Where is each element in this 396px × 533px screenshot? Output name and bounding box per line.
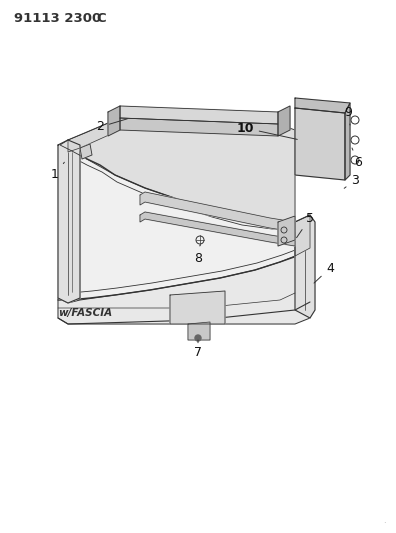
Text: 5: 5 bbox=[297, 212, 314, 238]
Text: 3: 3 bbox=[344, 174, 359, 188]
Polygon shape bbox=[295, 215, 315, 318]
Text: 1: 1 bbox=[51, 162, 65, 182]
Text: .: . bbox=[383, 516, 386, 525]
Polygon shape bbox=[295, 108, 345, 180]
Text: w/FASCIA: w/FASCIA bbox=[58, 308, 112, 318]
Polygon shape bbox=[60, 118, 295, 222]
Text: 2: 2 bbox=[96, 119, 128, 133]
Text: 7: 7 bbox=[194, 340, 202, 359]
Text: 8: 8 bbox=[194, 245, 202, 264]
Polygon shape bbox=[140, 192, 295, 232]
Polygon shape bbox=[278, 216, 295, 246]
Polygon shape bbox=[345, 103, 350, 180]
Polygon shape bbox=[278, 106, 290, 136]
Circle shape bbox=[195, 335, 201, 341]
Polygon shape bbox=[120, 106, 278, 124]
Text: 10: 10 bbox=[236, 122, 297, 140]
Polygon shape bbox=[170, 291, 225, 324]
Polygon shape bbox=[140, 212, 295, 246]
Polygon shape bbox=[295, 215, 310, 256]
Polygon shape bbox=[295, 98, 350, 113]
Polygon shape bbox=[58, 140, 80, 303]
Polygon shape bbox=[58, 248, 310, 324]
Polygon shape bbox=[58, 145, 297, 300]
Text: 6: 6 bbox=[352, 148, 362, 168]
Polygon shape bbox=[120, 118, 278, 136]
Text: 9: 9 bbox=[344, 106, 352, 125]
Text: 91113 2300: 91113 2300 bbox=[14, 12, 101, 25]
Polygon shape bbox=[188, 322, 210, 340]
Text: 4: 4 bbox=[314, 262, 334, 283]
Text: C: C bbox=[96, 12, 106, 25]
Polygon shape bbox=[80, 144, 92, 159]
Polygon shape bbox=[68, 118, 120, 152]
Polygon shape bbox=[108, 106, 120, 136]
